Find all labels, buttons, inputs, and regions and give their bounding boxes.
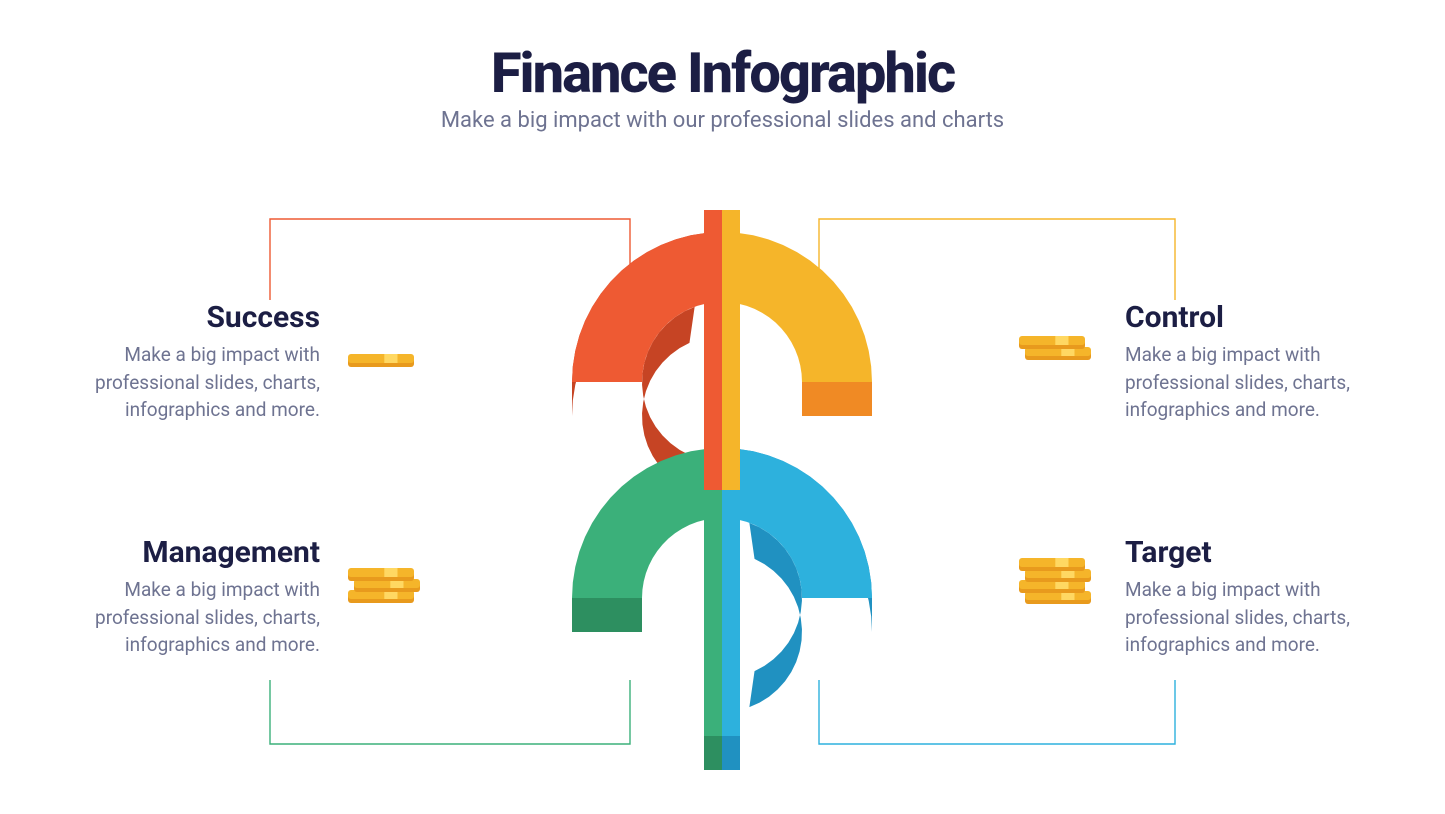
dollar-sign-icon (512, 210, 932, 770)
quadrant-desc: Make a big impact with professional slid… (1125, 576, 1385, 659)
quadrant-success: Success Make a big impact with professio… (60, 300, 320, 424)
finance-infographic-slide: Finance Infographic Make a big impact wi… (0, 0, 1445, 814)
quadrant-title: Target (1125, 535, 1385, 570)
quadrant-management: Management Make a big impact with profes… (60, 535, 320, 659)
page-subtitle: Make a big impact with our professional … (0, 108, 1445, 133)
quadrant-title: Success (60, 300, 320, 335)
quadrant-target: Target Make a big impact with profession… (1125, 535, 1385, 659)
coins-icon (348, 348, 426, 374)
page-title: Finance Infographic (0, 40, 1445, 106)
coins-icon (348, 562, 426, 620)
quadrant-desc: Make a big impact with professional slid… (60, 576, 320, 659)
coins-icon (1019, 552, 1097, 626)
header: Finance Infographic Make a big impact wi… (0, 40, 1445, 133)
quadrant-desc: Make a big impact with professional slid… (1125, 341, 1385, 424)
coins-icon (1019, 330, 1097, 372)
quadrant-title: Control (1125, 300, 1385, 335)
quadrant-desc: Make a big impact with professional slid… (60, 341, 320, 424)
quadrant-control: Control Make a big impact with professio… (1125, 300, 1385, 424)
quadrant-title: Management (60, 535, 320, 570)
